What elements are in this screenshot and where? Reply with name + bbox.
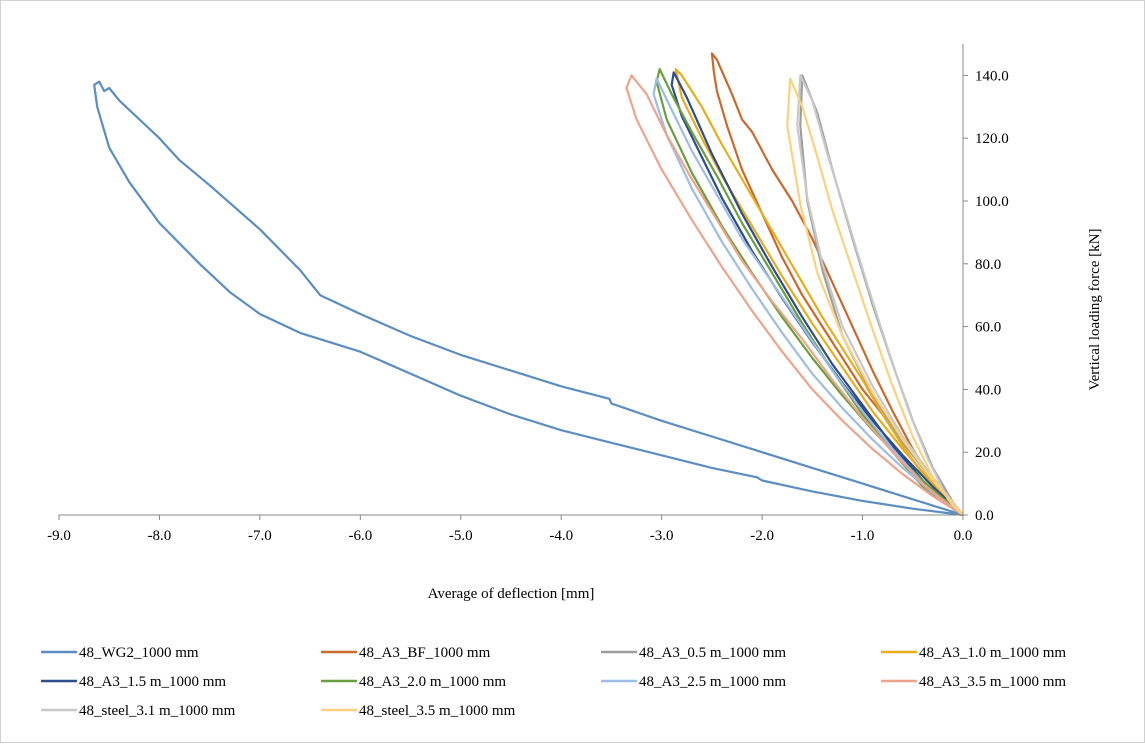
x-tick-label: -7.0 — [248, 528, 272, 544]
x-axis-title: Average of deflection [mm] — [428, 586, 595, 602]
y-tick-label: 120.0 — [975, 131, 1009, 147]
legend-label: 48_WG2_1000 mm — [79, 645, 199, 661]
x-tick-label: -9.0 — [47, 528, 71, 544]
x-axis-ticks: -9.0 -8.0 -7.0 -6.0 -5.0 -4.0 -3.0 -2.0 -1.0 0.0 — [47, 515, 972, 544]
legend-item: 48_steel_3.1 m_1000 mm — [41, 703, 236, 719]
x-tick-label: -8.0 — [148, 528, 172, 544]
x-tick-label: -6.0 — [348, 528, 372, 544]
legend-item: 48_A3_1.0 m_1000 mm — [881, 645, 1066, 661]
legend-label: 48_A3_0.5 m_1000 mm — [639, 645, 786, 661]
legend-item: 48_A3_1.5 m_1000 mm — [41, 674, 226, 690]
y-axis-title: Vertical loading force [kN] — [1087, 228, 1103, 390]
y-tick-label: 40.0 — [975, 382, 1001, 398]
y-tick-label: 60.0 — [975, 320, 1001, 336]
legend-item: 48_A3_0.5 m_1000 mm — [601, 645, 786, 661]
y-axis-ticks: 0.0 20.0 40.0 60.0 80.0 100.0 120.0 140.0 — [963, 68, 1009, 524]
legend-label: 48_A3_1.0 m_1000 mm — [919, 645, 1066, 661]
legend-item: 48_A3_2.5 m_1000 mm — [601, 674, 786, 690]
series-line — [796, 74, 965, 517]
legend-label: 48_A3_BF_1000 mm — [359, 645, 491, 661]
x-tick-label: -1.0 — [851, 528, 875, 544]
legend-label: 48_steel_3.5 m_1000 mm — [359, 703, 516, 719]
plot-area — [93, 52, 965, 517]
legend-label: 48_steel_3.1 m_1000 mm — [79, 703, 236, 719]
x-tick-label: -5.0 — [449, 528, 473, 544]
series-line — [674, 67, 965, 517]
x-tick-label: 0.0 — [954, 528, 973, 544]
series-line — [93, 80, 965, 517]
x-tick-label: -4.0 — [549, 528, 573, 544]
legend-item: 48_A3_BF_1000 mm — [321, 645, 491, 661]
x-tick-label: -2.0 — [750, 528, 774, 544]
series-line — [655, 67, 965, 517]
y-tick-label: 80.0 — [975, 257, 1001, 273]
legend-item: 48_A3_3.5 m_1000 mm — [881, 674, 1066, 690]
series-line — [625, 74, 965, 517]
y-tick-label: 0.0 — [975, 508, 994, 524]
legend-item: 48_A3_2.0 m_1000 mm — [321, 674, 506, 690]
y-tick-label: 140.0 — [975, 68, 1009, 84]
legend-label: 48_A3_3.5 m_1000 mm — [919, 674, 1066, 690]
series-line — [710, 52, 965, 517]
axes: -9.0 -8.0 -7.0 -6.0 -5.0 -4.0 -3.0 -2.0 -1.0 0.0 … — [47, 44, 1009, 544]
legend-label: 48_A3_1.5 m_1000 mm — [79, 674, 226, 690]
y-tick-label: 20.0 — [975, 445, 1001, 461]
legend-label: 48_A3_2.5 m_1000 mm — [639, 674, 786, 690]
legend: 48_WG2_1000 mm 48_A3_BF_1000 mm 48_A3_0.5 … — [41, 645, 1066, 719]
legend-item: 48_steel_3.5 m_1000 mm — [321, 703, 516, 719]
x-tick-label: -3.0 — [650, 528, 674, 544]
series-line — [652, 77, 965, 517]
legend-item: 48_WG2_1000 mm — [41, 645, 199, 661]
y-tick-label: 100.0 — [975, 194, 1009, 210]
legend-label: 48_A3_2.0 m_1000 mm — [359, 674, 506, 690]
series-line — [786, 77, 965, 517]
